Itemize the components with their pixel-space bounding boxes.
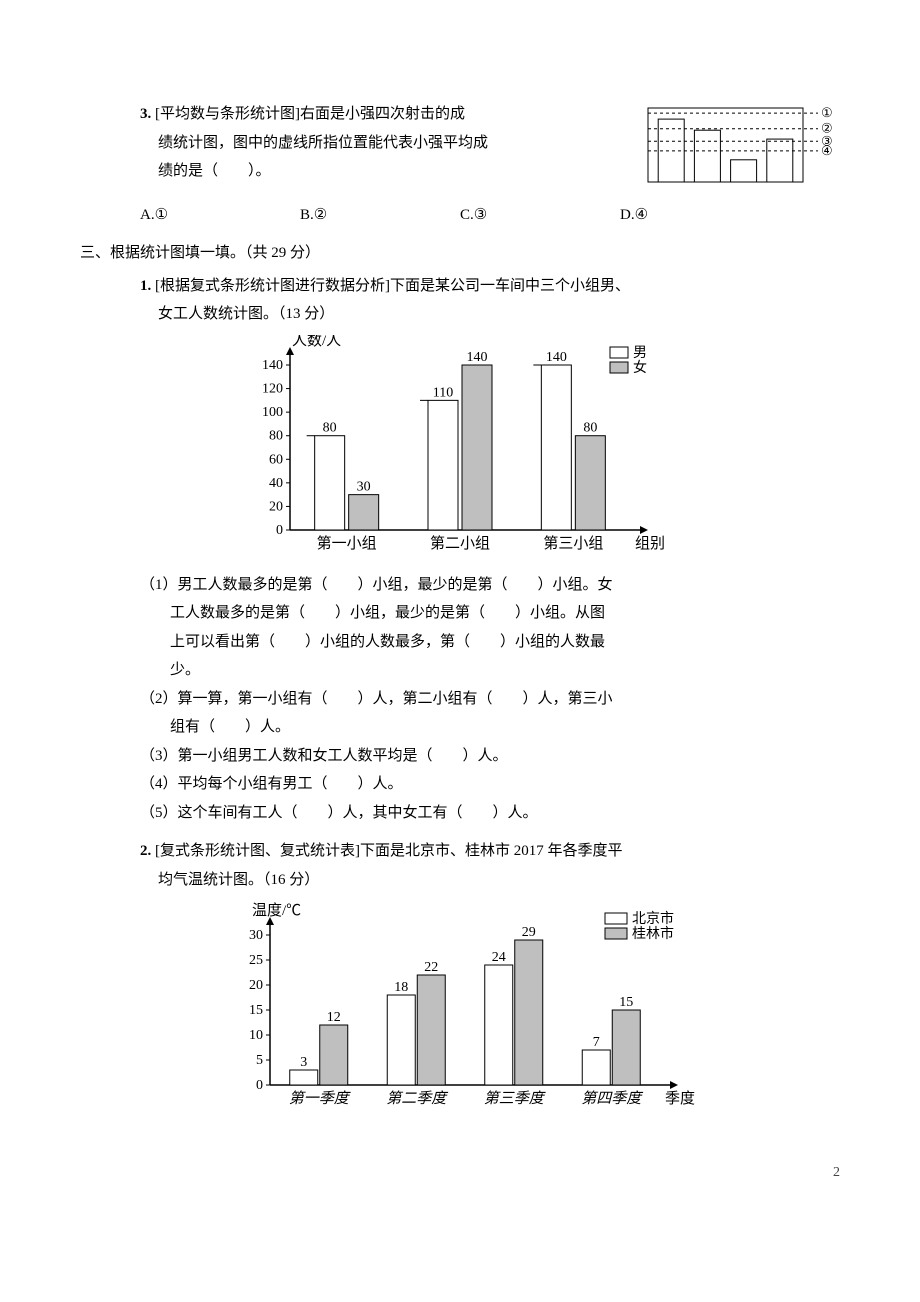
- svg-text:第四季度: 第四季度: [581, 1090, 643, 1107]
- q31-tag: [根据复式条形统计图进行数据分析]: [155, 278, 390, 294]
- svg-text:60: 60: [269, 452, 283, 467]
- svg-text:12: 12: [327, 1010, 341, 1025]
- q3-num: 3.: [140, 106, 151, 122]
- q31-p1d: 少。: [80, 656, 840, 685]
- q31-num: 1.: [140, 278, 151, 294]
- svg-text:30: 30: [249, 928, 263, 943]
- svg-text:120: 120: [262, 381, 283, 396]
- q3-text1: 右面是小强四次射击的成: [300, 106, 465, 122]
- svg-text:80: 80: [269, 428, 283, 443]
- q31-chart-wrap: 0 20 40 60 80 100 120 140 人数/人组别 男女 80 30 第一小组 110 140…: [80, 335, 840, 565]
- svg-text:10: 10: [249, 1028, 263, 1043]
- svg-text:80: 80: [323, 420, 337, 435]
- svg-text:100: 100: [262, 405, 283, 420]
- q3-row: 3. [平均数与条形统计图]右面是小强四次射击的成 绩统计图，图中的虚线所指位置…: [80, 100, 840, 201]
- svg-text:15: 15: [619, 995, 633, 1010]
- q3-text: 3. [平均数与条形统计图]右面是小强四次射击的成 绩统计图，图中的虚线所指位置…: [80, 100, 630, 186]
- svg-text:140: 140: [467, 350, 488, 365]
- svg-text:人数/人: 人数/人: [292, 335, 341, 349]
- svg-text:第二小组: 第二小组: [430, 534, 490, 552]
- q31-p2b: 组有（ ）人。: [80, 713, 840, 742]
- q3-options: A.① B.② C.③ D.④: [80, 201, 840, 230]
- q31-p4: （4）平均每个小组有男工（ ）人。: [80, 770, 840, 799]
- svg-text:80: 80: [583, 420, 597, 435]
- question-3: 3. [平均数与条形统计图]右面是小强四次射击的成 绩统计图，图中的虚线所指位置…: [80, 100, 840, 229]
- svg-text:140: 140: [262, 358, 283, 373]
- svg-text:29: 29: [522, 925, 536, 940]
- svg-text:北京市: 北京市: [632, 910, 674, 927]
- section-3-title: 三、根据统计图填一填。（共 29 分）: [80, 239, 840, 268]
- q32-chart-wrap: 0 5 10 15 20 25 30 温度/℃ 季度 北京市桂林市 3 12 第一季度 18 22 第二季度 2…: [80, 900, 840, 1120]
- q31-chart-svg: 0 20 40 60 80 100 120 140 人数/人组别 男女 80 30 第一小组 110 140…: [220, 335, 700, 565]
- q3-tag: [平均数与条形统计图]: [155, 106, 300, 122]
- q31-p2a: （2）算一算，第一小组有（ ）人，第二小组有（ ）人，第三小: [80, 685, 840, 714]
- svg-text:第一小组: 第一小组: [317, 534, 377, 552]
- svg-text:0: 0: [276, 523, 283, 538]
- q3-line3: 绩的是（ ）。: [140, 157, 630, 186]
- q31-line1: 1. [根据复式条形统计图进行数据分析]下面是某公司一车间中三个小组男、: [80, 272, 840, 301]
- svg-text:季度: 季度: [665, 1090, 695, 1107]
- q3-line2: 绩统计图，图中的虚线所指位置能代表小强平均成: [140, 129, 630, 158]
- svg-text:第二季度: 第二季度: [386, 1090, 448, 1107]
- svg-text:15: 15: [249, 1003, 263, 1018]
- q3-mini-chart: ①②③④: [640, 100, 840, 201]
- q32-line1: 2. [复式条形统计图、复式统计表]下面是北京市、桂林市 2017 年各季度平: [80, 837, 840, 866]
- svg-text:5: 5: [256, 1053, 263, 1068]
- q31-p5: （5）这个车间有工人（ ）人，其中女工有（ ）人。: [80, 799, 840, 828]
- svg-text:18: 18: [394, 980, 408, 995]
- svg-text:第三小组: 第三小组: [543, 534, 603, 552]
- q32-text1: 下面是北京市、桂林市 2017 年各季度平: [360, 843, 623, 859]
- svg-text:桂林市: 桂林市: [632, 925, 674, 942]
- svg-text:女: 女: [633, 359, 647, 376]
- q3-opt-c: C.③: [460, 201, 620, 230]
- q3-line1: 3. [平均数与条形统计图]右面是小强四次射击的成: [140, 100, 630, 129]
- svg-text:温度/℃: 温度/℃: [252, 902, 301, 919]
- svg-text:110: 110: [433, 385, 453, 400]
- q31-p1c: 上可以看出第（ ）小组的人数最多，第（ ）小组的人数最: [80, 628, 840, 657]
- svg-text:25: 25: [249, 953, 263, 968]
- svg-text:30: 30: [357, 479, 371, 494]
- q32-chart-svg: 0 5 10 15 20 25 30 温度/℃ 季度 北京市桂林市 3 12 第一季度 18 22 第二季度 2…: [200, 900, 720, 1120]
- q32-tag: [复式条形统计图、复式统计表]: [155, 843, 360, 859]
- q31-p1b: 工人数最多的是第（ ）小组，最少的是第（ ）小组。从图: [80, 599, 840, 628]
- q31-text1: 下面是某公司一车间中三个小组男、: [390, 278, 630, 294]
- svg-text:3: 3: [300, 1055, 307, 1070]
- svg-text:140: 140: [546, 350, 567, 365]
- svg-text:20: 20: [269, 499, 283, 514]
- q3-opt-d: D.④: [620, 201, 780, 230]
- question-3-1: 1. [根据复式条形统计图进行数据分析]下面是某公司一车间中三个小组男、 女工人…: [80, 272, 840, 828]
- svg-text:第一季度: 第一季度: [289, 1090, 351, 1107]
- svg-text:④: ④: [821, 143, 833, 158]
- svg-text:24: 24: [492, 950, 506, 965]
- svg-text:7: 7: [593, 1035, 600, 1050]
- svg-text:22: 22: [424, 960, 438, 975]
- page-number: 2: [80, 1160, 840, 1187]
- q31-p3: （3）第一小组男工人数和女工人数平均是（ ）人。: [80, 742, 840, 771]
- q31-line2: 女工人数统计图。（13 分）: [80, 300, 840, 329]
- svg-text:0: 0: [256, 1078, 263, 1093]
- q31-p1a: （1）男工人数最多的是第（ ）小组，最少的是第（ ）小组。女: [80, 571, 840, 600]
- svg-text:第三季度: 第三季度: [484, 1090, 546, 1107]
- svg-text:男: 男: [633, 346, 647, 361]
- q3-opt-a: A.①: [140, 201, 300, 230]
- svg-text:组别: 组别: [635, 535, 665, 552]
- mini-chart-svg: ①②③④: [640, 100, 840, 190]
- svg-text:20: 20: [249, 978, 263, 993]
- svg-text:①: ①: [821, 105, 833, 120]
- question-3-2: 2. [复式条形统计图、复式统计表]下面是北京市、桂林市 2017 年各季度平 …: [80, 837, 840, 1120]
- q32-num: 2.: [140, 843, 151, 859]
- q32-line2: 均气温统计图。（16 分）: [80, 866, 840, 895]
- svg-text:40: 40: [269, 475, 283, 490]
- q3-opt-b: B.②: [300, 201, 460, 230]
